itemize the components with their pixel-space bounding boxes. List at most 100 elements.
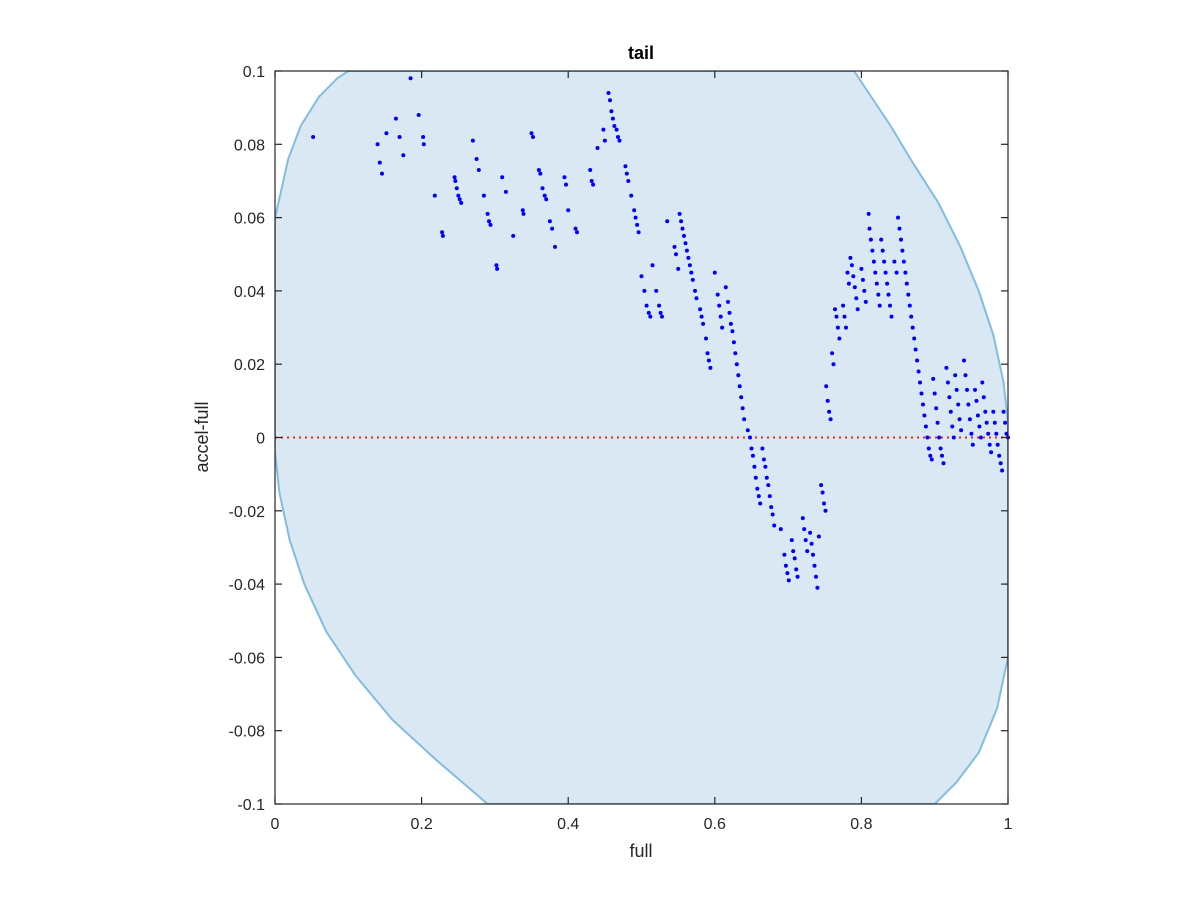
- data-point: [701, 321, 706, 326]
- data-point: [885, 281, 890, 286]
- data-point: [913, 347, 918, 352]
- data-point: [1003, 420, 1008, 425]
- data-point: [823, 508, 828, 513]
- data-point: [816, 534, 821, 539]
- data-point: [687, 263, 692, 268]
- data-point: [973, 387, 977, 392]
- data-point: [454, 186, 459, 191]
- data-point: [785, 571, 790, 576]
- data-point: [708, 365, 713, 370]
- data-point: [841, 303, 846, 308]
- data-point: [789, 538, 794, 543]
- data-point: [610, 116, 615, 121]
- x-tick-label: 0.2: [410, 816, 432, 833]
- data-point: [808, 530, 813, 535]
- data-point: [830, 351, 835, 356]
- data-point: [544, 197, 549, 202]
- data-point: [991, 409, 996, 414]
- data-point: [617, 138, 622, 143]
- data-point: [809, 541, 814, 546]
- data-point: [899, 237, 903, 242]
- data-point: [633, 215, 638, 220]
- data-point: [953, 373, 958, 378]
- data-point: [795, 574, 800, 579]
- y-tick-label: -0.04: [229, 577, 266, 594]
- data-point: [966, 402, 971, 407]
- data-point: [923, 424, 928, 429]
- data-point: [959, 428, 964, 433]
- data-point: [896, 215, 900, 220]
- data-point: [690, 277, 695, 282]
- data-point: [889, 314, 894, 319]
- data-point: [854, 296, 859, 301]
- data-point: [740, 406, 745, 411]
- data-point: [624, 171, 629, 176]
- data-point: [892, 259, 897, 264]
- data-point: [802, 527, 807, 532]
- data-point: [855, 307, 860, 312]
- data-point: [742, 417, 747, 422]
- data-point: [682, 233, 686, 238]
- data-point: [851, 274, 856, 279]
- data-point: [805, 549, 810, 554]
- data-point: [867, 226, 872, 231]
- x-tick-label: 0: [271, 816, 280, 833]
- y-tick-label: 0.02: [234, 357, 265, 374]
- data-point: [616, 135, 620, 139]
- data-point: [984, 420, 989, 425]
- y-tick-label: 0: [256, 431, 265, 448]
- data-point: [800, 516, 805, 521]
- data-point: [717, 303, 722, 308]
- data-point: [734, 362, 739, 367]
- data-point: [753, 475, 758, 480]
- data-point: [727, 310, 732, 315]
- data-point: [877, 303, 882, 308]
- data-point: [421, 135, 426, 139]
- data-point: [758, 501, 763, 506]
- data-point: [485, 211, 490, 216]
- data-point: [956, 402, 961, 407]
- data-point: [992, 420, 997, 425]
- data-point: [907, 303, 912, 308]
- data-point: [940, 453, 944, 458]
- data-point: [978, 435, 983, 440]
- data-point: [962, 358, 966, 363]
- data-point: [825, 398, 830, 403]
- data-point: [975, 413, 980, 418]
- data-point: [612, 124, 617, 128]
- data-point: [542, 193, 547, 198]
- data-point: [957, 417, 962, 422]
- data-point: [639, 274, 644, 279]
- data-point: [859, 266, 864, 271]
- data-point: [928, 453, 933, 458]
- data-point: [495, 266, 500, 271]
- data-point: [769, 505, 774, 510]
- data-point: [950, 424, 955, 429]
- data-point: [704, 336, 708, 341]
- data-point: [650, 263, 655, 268]
- data-point: [997, 453, 1002, 458]
- data-point: [644, 303, 649, 308]
- data-point: [529, 131, 534, 136]
- data-point: [679, 219, 684, 224]
- data-point: [910, 325, 915, 330]
- data-point: [487, 219, 491, 224]
- data-point: [989, 450, 994, 455]
- data-point: [916, 369, 921, 374]
- data-point: [635, 222, 640, 227]
- data-point: [550, 226, 555, 231]
- data-point: [882, 259, 887, 264]
- data-point: [994, 431, 999, 436]
- data-point: [520, 208, 525, 213]
- data-point: [706, 358, 711, 363]
- data-point: [845, 270, 850, 275]
- data-point: [904, 281, 909, 286]
- data-point: [835, 325, 840, 330]
- data-point: [755, 486, 760, 491]
- data-point: [648, 314, 653, 319]
- data-point: [474, 157, 479, 161]
- data-point: [683, 241, 688, 246]
- data-point: [601, 127, 606, 132]
- data-point: [925, 435, 930, 440]
- data-point: [481, 193, 486, 198]
